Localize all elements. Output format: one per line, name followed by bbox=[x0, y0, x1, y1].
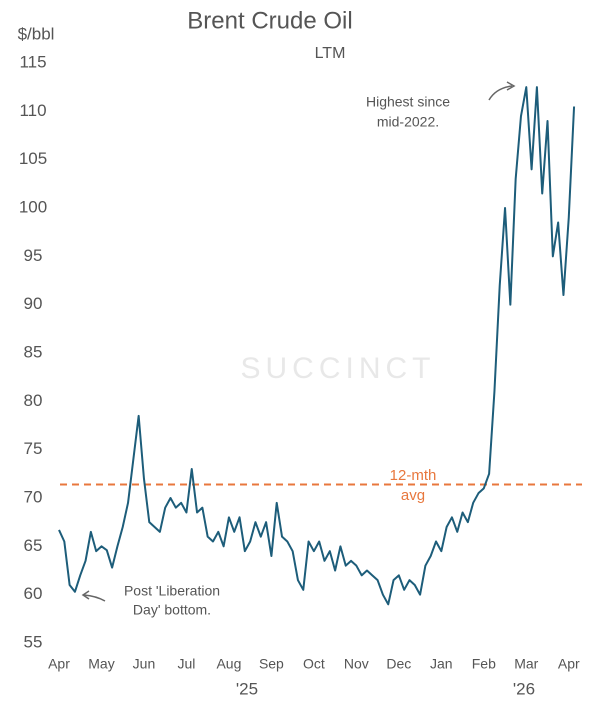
x-tick-label: Jul bbox=[177, 656, 195, 672]
x-tick-label: Aug bbox=[216, 656, 241, 672]
y-tick-label: 55 bbox=[24, 632, 43, 651]
y-tick-label: 90 bbox=[24, 294, 43, 313]
y-tick-label: 60 bbox=[24, 584, 43, 603]
x-tick-label: Nov bbox=[344, 656, 369, 672]
annotation-arrow bbox=[488, 85, 513, 101]
average-label: avg bbox=[401, 487, 425, 504]
annotation: mid-2022. bbox=[377, 114, 439, 130]
year-label: '25 bbox=[236, 679, 258, 698]
y-tick-label: 80 bbox=[24, 391, 43, 410]
y-tick-label: 75 bbox=[24, 439, 43, 458]
y-tick-label: 110 bbox=[19, 101, 46, 120]
annotation: Post 'Liberation bbox=[124, 583, 220, 599]
x-tick-label: Jun bbox=[133, 656, 156, 672]
year-label: '26 bbox=[513, 679, 535, 698]
chart-title: Brent Crude Oil bbox=[187, 7, 352, 34]
y-tick-label: 70 bbox=[24, 487, 43, 506]
x-tick-label: Sep bbox=[259, 656, 284, 672]
x-tick-label: Mar bbox=[514, 656, 538, 672]
y-tick-label: 85 bbox=[24, 342, 43, 361]
annotation: Highest since bbox=[366, 94, 450, 110]
y-tick-label: 95 bbox=[24, 246, 43, 265]
x-tick-label: Jan bbox=[430, 656, 453, 672]
y-tick-label: 105 bbox=[19, 149, 47, 168]
x-tick-label: Dec bbox=[386, 656, 411, 672]
average-label: 12-mth bbox=[390, 467, 437, 484]
price-line bbox=[58, 86, 576, 606]
chart-subtitle: LTM bbox=[315, 45, 346, 62]
y-axis-label: $/bbl bbox=[18, 24, 55, 43]
x-tick-label: May bbox=[88, 656, 114, 672]
annotation: Day' bottom. bbox=[133, 602, 211, 618]
y-tick-label: 115 bbox=[19, 52, 46, 71]
annotation-arrow bbox=[83, 594, 106, 602]
annotation-arrowhead bbox=[506, 81, 516, 91]
x-tick-label: Oct bbox=[303, 656, 325, 672]
x-tick-label: Apr bbox=[558, 656, 580, 672]
watermark: SUCCINCT bbox=[241, 352, 436, 385]
y-tick-label: 100 bbox=[19, 197, 47, 216]
x-tick-label: Apr bbox=[48, 656, 70, 672]
y-tick-label: 65 bbox=[24, 536, 43, 555]
annotation-arrowhead bbox=[81, 590, 90, 600]
x-tick-label: Feb bbox=[472, 656, 496, 672]
